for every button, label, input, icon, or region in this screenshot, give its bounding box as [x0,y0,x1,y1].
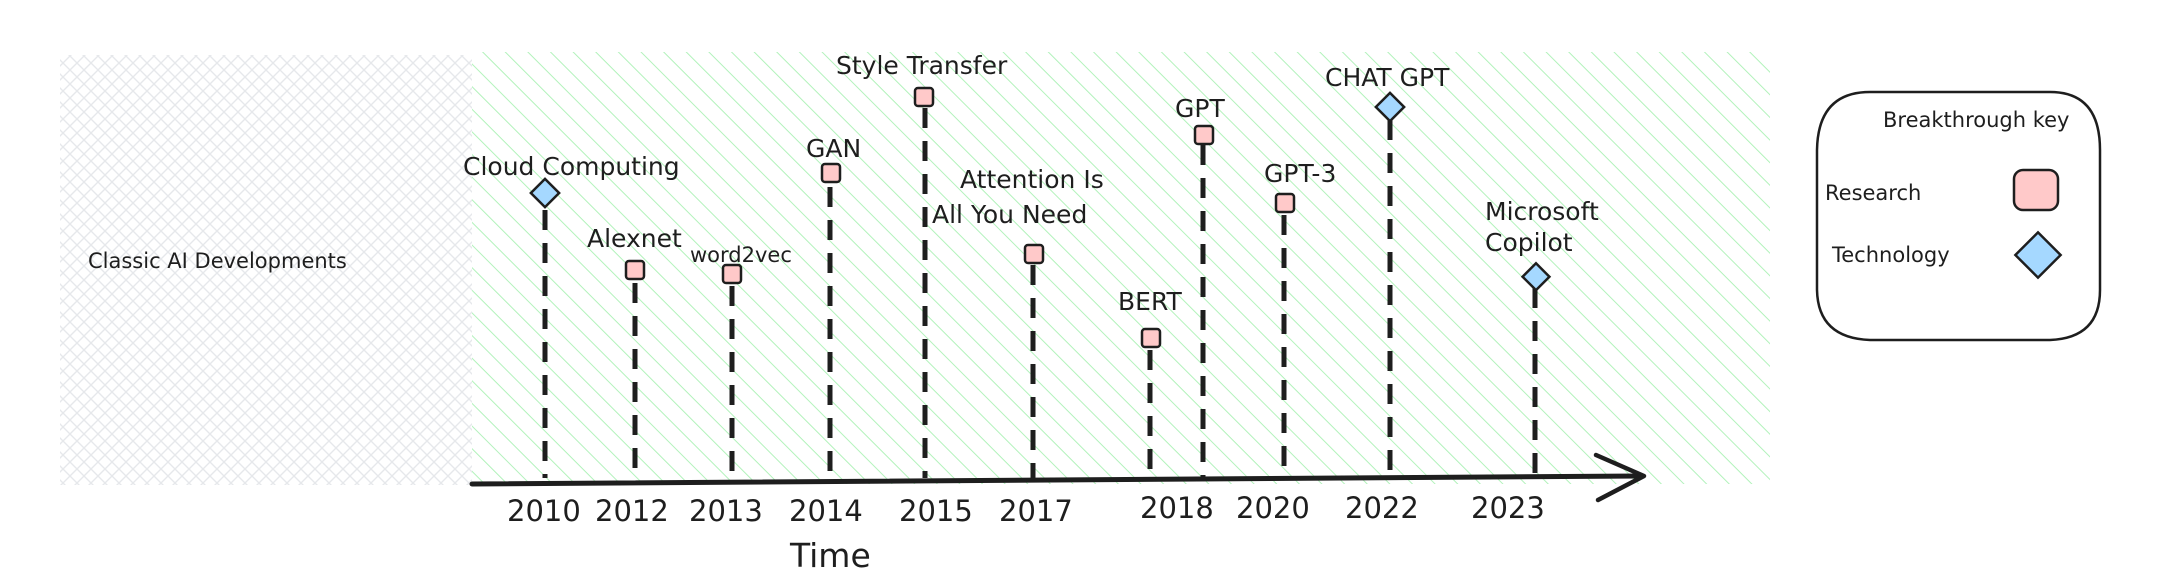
year-label-2018: 2018 [1140,491,1214,525]
classic-ai-region-label: Classic AI Developments [88,249,347,273]
year-label-2022: 2022 [1345,491,1419,525]
legend-research-label: Research [1825,181,1921,205]
legend-box [1815,90,2102,342]
event-labels: Cloud Computing Alexnet word2vec GAN Sty… [463,51,1599,316]
marker-gpt3 [1274,192,1296,214]
year-label-2023: 2023 [1471,491,1545,525]
label-gan: GAN [806,134,861,163]
axis-title: Time [789,536,871,568]
legend-technology-swatch [2013,230,2063,280]
label-chat-gpt: CHAT GPT [1325,63,1450,92]
modern-ai-region [472,52,1770,484]
classic-ai-region [60,55,472,485]
year-label-2013: 2013 [689,494,763,528]
year-label-2017: 2017 [999,494,1073,528]
legend-title: Breakthrough key [1883,108,2069,132]
marker-cloud-computing [529,177,561,209]
legend-research-swatch [2012,168,2060,212]
label-gpt3: GPT-3 [1264,159,1336,188]
year-label-2015: 2015 [899,494,973,528]
label-gpt: GPT [1175,94,1225,123]
marker-chat-gpt [1374,91,1406,123]
marker-attention [1023,243,1045,265]
year-label-2020: 2020 [1236,491,1310,525]
label-bert: BERT [1118,287,1182,316]
year-label-2012: 2012 [595,494,669,528]
label-attention-line1: Attention Is [960,165,1104,194]
year-label-2014: 2014 [789,494,863,528]
label-attention-line2: All You Need [932,200,1087,229]
marker-style-transfer [913,86,935,108]
time-axis [469,452,1647,503]
time-axis-line [469,473,1643,487]
label-alexnet: Alexnet [587,224,682,253]
label-copilot-line1: Microsoft [1485,197,1599,226]
marker-gpt [1193,124,1215,146]
event-markers [529,86,1552,349]
label-copilot-line2: Copilot [1485,228,1573,257]
label-word2vec: word2vec [690,243,792,267]
marker-alexnet [624,259,646,281]
marker-bert [1140,327,1162,349]
label-cloud-computing: Cloud Computing [463,152,680,181]
time-axis-arrowhead [1593,452,1647,503]
legend: Breakthrough key Research Technology [1815,90,2102,342]
legend-technology-label: Technology [1831,243,1950,267]
marker-gan [820,162,842,184]
event-stems [542,108,1538,478]
label-style-transfer: Style Transfer [836,51,1008,80]
marker-copilot [1520,261,1552,292]
marker-word2vec [721,263,743,285]
year-label-2010: 2010 [507,494,581,528]
year-labels: 2010 2012 2013 2014 2015 2017 2018 2018 … [507,491,1545,528]
